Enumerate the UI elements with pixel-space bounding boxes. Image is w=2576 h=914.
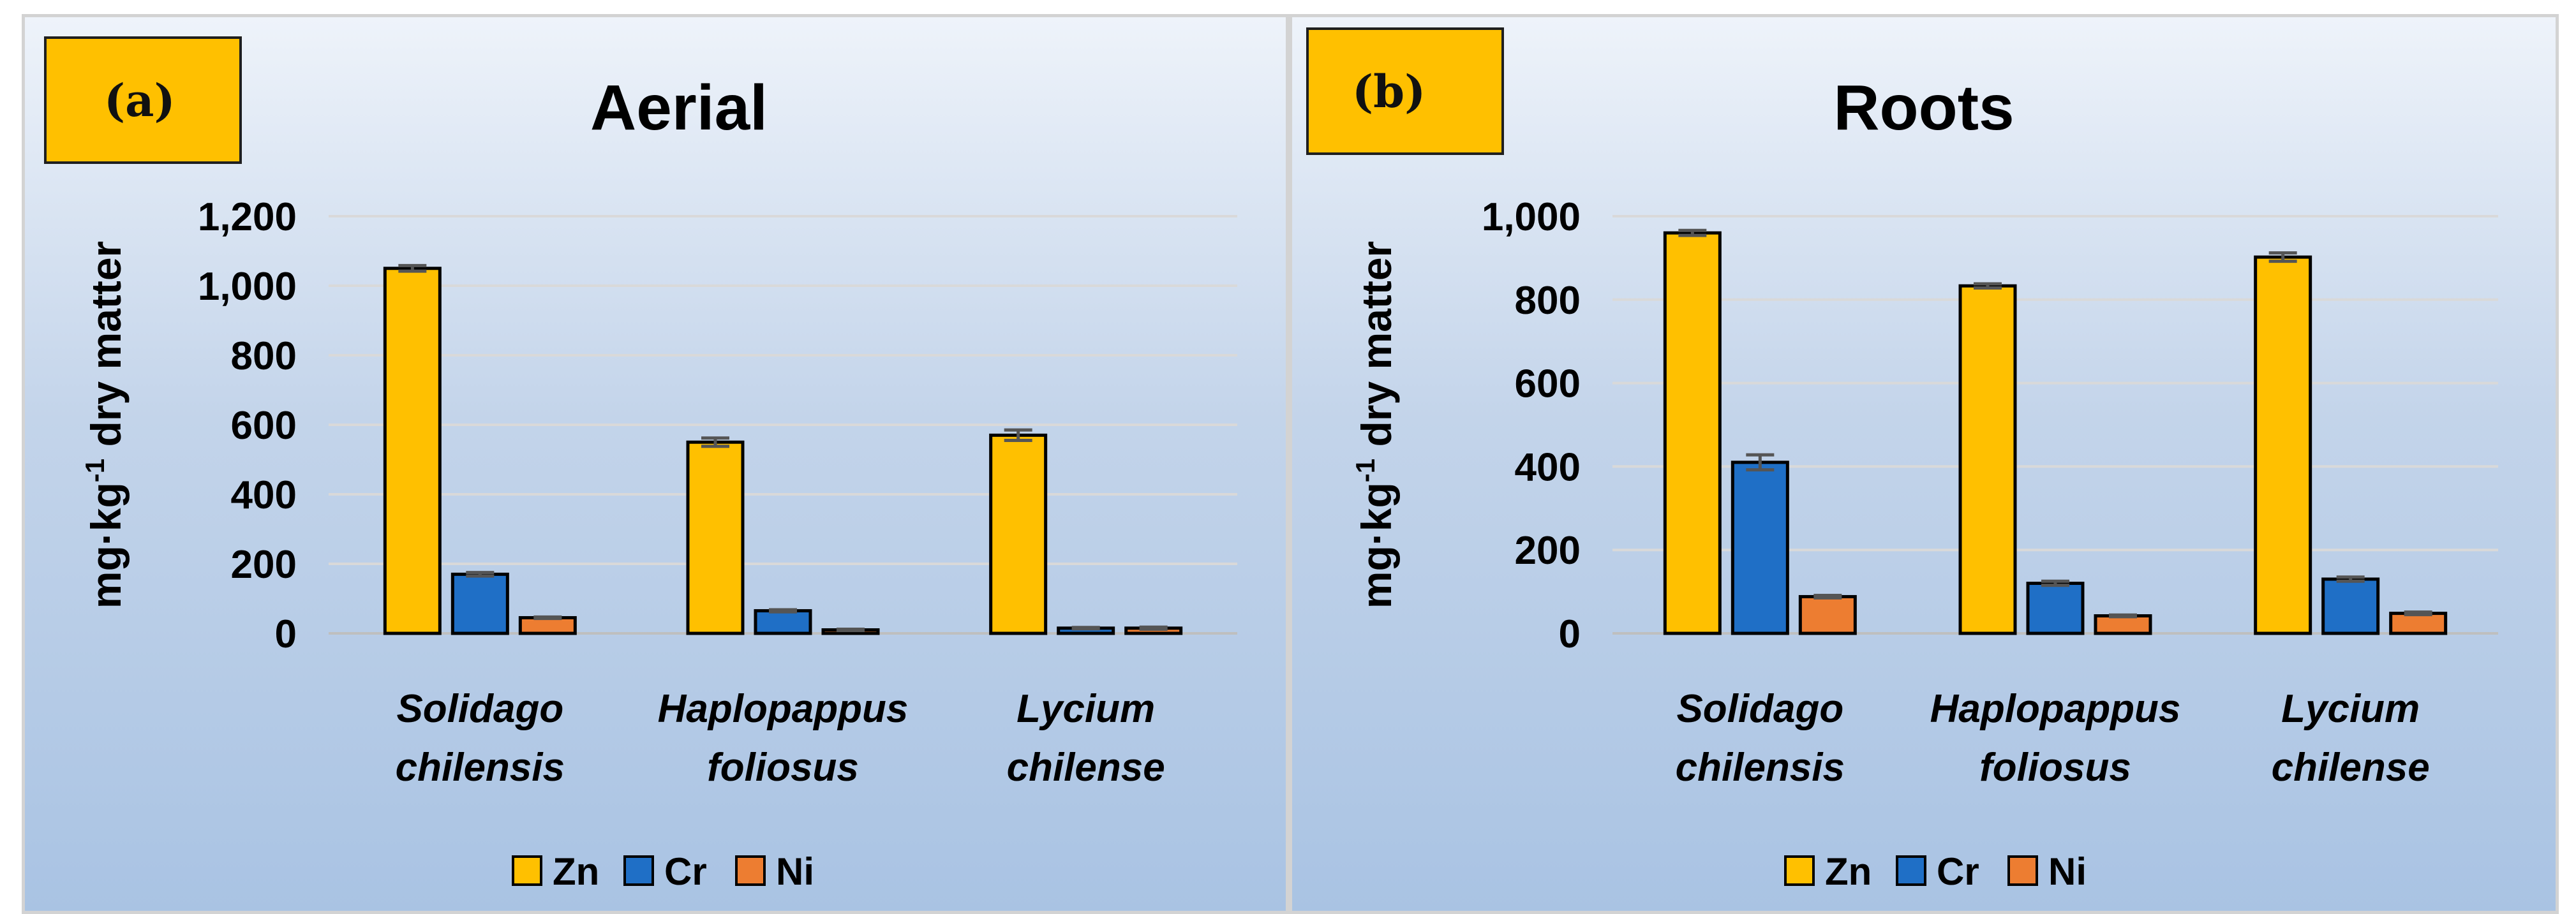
y-tick-label: 1,200 <box>198 195 297 239</box>
bar-cr <box>2026 582 2085 635</box>
legend-label: Cr <box>664 850 707 893</box>
y-tick-label: 400 <box>231 473 297 517</box>
bar-zn <box>2254 255 2312 635</box>
bar-ni <box>2094 614 2152 635</box>
x-category-label: chilense <box>2272 746 2430 790</box>
legend-swatch <box>1784 855 1815 886</box>
y-tick-label: 0 <box>275 612 297 656</box>
y-axis-label-rest: dry matter <box>82 241 130 459</box>
bar-zn <box>989 433 1048 635</box>
y-tick-label: 1,000 <box>1482 195 1581 239</box>
chart-panel-b: (b) Roots 0 200 400 600 800 1,000 mg·kg-1 dry … <box>1289 14 2559 914</box>
y-tick-label: 1,000 <box>198 265 297 309</box>
x-category-label: chilensis <box>396 746 565 790</box>
legend-label: Ni <box>776 850 814 893</box>
y-tick-label: 600 <box>231 404 297 448</box>
y-axis-label: mg·kg-1 dry matter <box>1350 241 1400 608</box>
x-category-label: Solidago <box>1676 687 1843 731</box>
x-category-label: Haplopappus <box>1930 687 2181 731</box>
bar-ni <box>2389 612 2448 635</box>
bar-zn <box>383 267 442 635</box>
x-category-label: foliosus <box>1979 746 2131 790</box>
bar-zn <box>1663 231 1722 635</box>
legend-swatch <box>512 855 542 886</box>
y-tick-label: 0 <box>1559 612 1581 656</box>
x-category-label: Lycium <box>2281 687 2420 731</box>
y-axis-label-rest: dry matter <box>1353 241 1400 459</box>
legend-swatch <box>735 855 766 886</box>
bar-cr <box>1731 461 1789 635</box>
y-tick-label: 800 <box>231 334 297 378</box>
y-tick-label: 400 <box>1515 445 1581 489</box>
chart-svg: 0 200 400 600 800 1,000 mg·kg-1 dry matter Soli… <box>1350 195 2498 893</box>
legend-label: Cr <box>1937 850 1979 893</box>
y-tick-label: 200 <box>231 543 297 587</box>
bar-ni <box>1798 594 1857 635</box>
legend-label: Zn <box>553 850 599 893</box>
x-category-label: chilense <box>1007 746 1165 790</box>
x-category-label: Haplopappus <box>658 687 909 731</box>
bar-cr <box>754 609 812 635</box>
panel-label: (b) <box>1352 64 1426 118</box>
legend-swatch <box>2007 855 2038 886</box>
panel-label-box: (a) <box>44 36 242 164</box>
bar-zn <box>686 440 745 635</box>
legend-label: Ni <box>2048 850 2087 893</box>
x-category-label: chilensis <box>1676 746 1845 790</box>
chart-panel-a: (a) Aerial 0 200 400 600 800 1,000 1,200 mg·kg-… <box>22 14 1289 914</box>
y-tick-label: 800 <box>1515 279 1581 323</box>
y-tick-label: 200 <box>1515 529 1581 573</box>
legend-swatch <box>623 855 654 886</box>
chart-title: Roots <box>1833 72 2014 144</box>
x-category-label: Lycium <box>1016 687 1155 731</box>
chart-title: Aerial <box>590 72 768 144</box>
chart-svg: 0 200 400 600 800 1,000 1,200 mg·kg-1 dry matte… <box>80 195 1237 893</box>
y-axis-label-base: mg·kg <box>1353 482 1400 608</box>
bar-ni <box>518 615 577 635</box>
bar-zn <box>1958 284 2017 635</box>
y-axis-label-superscript: -1 <box>1350 459 1380 482</box>
y-axis-label-superscript: -1 <box>80 459 110 482</box>
panel-label-box: (b) <box>1306 27 1504 155</box>
y-axis-label-base: mg·kg <box>82 482 130 608</box>
y-tick-label: 600 <box>1515 362 1581 406</box>
legend-swatch <box>1896 855 1926 886</box>
panel-label: (a) <box>104 73 175 127</box>
bar-cr <box>2321 577 2380 635</box>
legend-label: Zn <box>1825 850 1872 893</box>
y-axis-label: mg·kg-1 dry matter <box>80 241 130 608</box>
x-category-label: foliosus <box>707 746 859 790</box>
x-category-label: Solidago <box>396 687 563 731</box>
bar-cr <box>450 572 509 635</box>
